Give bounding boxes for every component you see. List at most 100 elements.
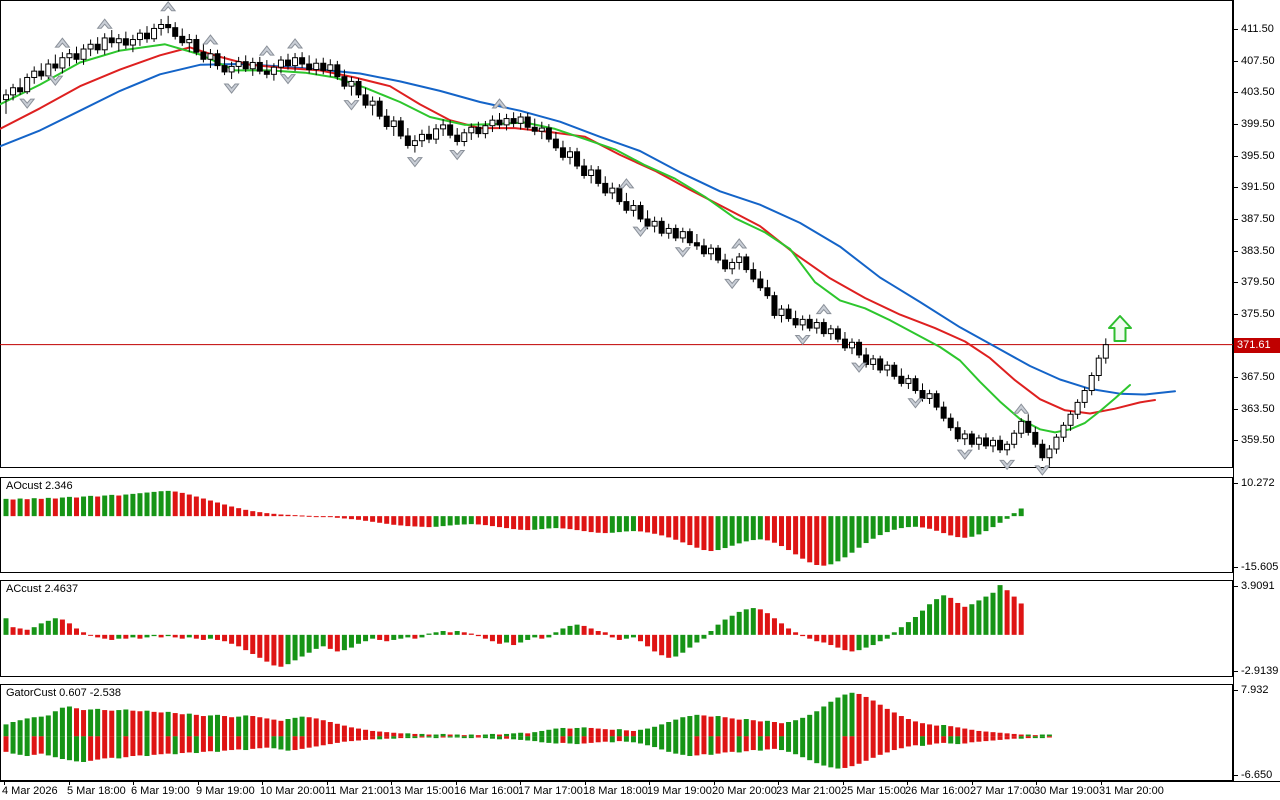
price-tick-label: 395.50 [1241, 150, 1275, 162]
ao-histogram [3, 490, 1024, 566]
axis-tick [1234, 61, 1238, 62]
ao-scale-max-label: 10.272 [1241, 477, 1275, 489]
chart-canvas[interactable] [0, 0, 1233, 781]
window-splitter[interactable] [0, 677, 1233, 684]
axis-tick [1234, 29, 1238, 30]
time-tick-label: 4 Mar 2026 [2, 785, 58, 797]
time-tick-label: 9 Mar 19:00 [196, 785, 255, 797]
fractal-down-icon [223, 83, 240, 94]
ac-scale-min-label: -2.9139 [1241, 665, 1279, 677]
axis-tick [1234, 586, 1238, 587]
time-tick-label: 17 Mar 17:00 [518, 785, 583, 797]
price-tick-label: 367.50 [1241, 371, 1275, 383]
fractal-up-icon [287, 38, 304, 49]
fractal-down-icon [279, 74, 297, 85]
fractal-up-icon [258, 45, 275, 56]
gator-histogram [3, 692, 1052, 769]
time-tick [714, 782, 715, 785]
axis-tick [1234, 187, 1238, 188]
gator-panel-border [0, 684, 1233, 781]
time-tick-label: 26 Mar 16:00 [905, 785, 970, 797]
fractal-down-icon [1034, 465, 1051, 476]
time-tick [585, 782, 586, 785]
time-tick [778, 782, 779, 785]
fractal-down-icon [956, 449, 973, 460]
price-tick-label: 407.50 [1241, 55, 1275, 67]
fractal-up-icon [96, 18, 113, 29]
axis-tick [1234, 124, 1238, 125]
time-tick-label: 18 Mar 18:00 [583, 785, 648, 797]
time-tick-label: 30 Mar 19:00 [1034, 785, 1099, 797]
price-tick-label: 363.50 [1241, 403, 1275, 415]
price-tick-label: 387.50 [1241, 213, 1275, 225]
price-tick-label: 359.50 [1241, 434, 1275, 446]
fractal-down-icon [449, 149, 466, 161]
time-tick-label: 25 Mar 15:00 [841, 785, 906, 797]
ac-scale-max-label: 3.9091 [1241, 580, 1275, 592]
time-tick-label: 31 Mar 20:00 [1099, 785, 1164, 797]
fractal-up-icon [1013, 403, 1030, 414]
axis-tick [1234, 377, 1238, 378]
main-panel-border [0, 0, 1233, 468]
time-tick [133, 782, 134, 785]
price-scale[interactable]: 371.61 411.50 407.50 403.50 399.50 395.50 391… [1233, 0, 1280, 781]
time-tick-label: 27 Mar 17:00 [970, 785, 1035, 797]
time-tick [649, 782, 650, 785]
time-tick [843, 782, 844, 785]
time-tick-label: 19 Mar 19:00 [647, 785, 712, 797]
fractal-down-icon [343, 100, 360, 111]
axis-tick [1234, 219, 1238, 220]
alligator-lips-line [0, 43, 1131, 434]
fractal-up-icon [202, 34, 219, 45]
time-tick-label: 10 Mar 20:00 [260, 785, 325, 797]
axis-tick [1234, 409, 1238, 410]
fractal-up-icon [731, 238, 748, 249]
current-price-badge: 371.61 [1234, 338, 1280, 353]
time-tick-label: 16 Mar 16:00 [454, 785, 519, 797]
fractal-down-icon [406, 157, 423, 168]
time-tick [972, 782, 973, 785]
time-tick [4, 782, 5, 785]
fractals-layer [19, 0, 1051, 476]
price-tick-label: 403.50 [1241, 86, 1275, 98]
price-tick-label: 391.50 [1241, 181, 1275, 193]
axis-tick [1234, 440, 1238, 441]
time-tick [69, 782, 70, 785]
time-tick [327, 782, 328, 785]
time-tick-label: 13 Mar 15:00 [389, 785, 454, 797]
time-scale[interactable]: 4 Mar 2026 5 Mar 18:00 6 Mar 19:00 9 Mar 19… [0, 781, 1280, 800]
window-splitter[interactable] [0, 573, 1233, 580]
indicator-label-ac: ACcust 2.4637 [6, 583, 79, 595]
axis-tick [1234, 567, 1238, 568]
fractal-down-icon [632, 226, 649, 237]
axis-tick [1234, 690, 1238, 691]
price-tick-label: 383.50 [1241, 245, 1275, 257]
time-tick-label: 6 Mar 19:00 [131, 785, 190, 797]
ac-panel-border [0, 580, 1233, 677]
fractal-down-icon [999, 459, 1016, 471]
fractal-up-icon [160, 0, 177, 12]
fractal-down-icon [674, 247, 691, 258]
ac-histogram [3, 585, 1024, 667]
axis-tick [1234, 314, 1238, 315]
time-tick-label: 5 Mar 18:00 [67, 785, 126, 797]
time-tick [1036, 782, 1037, 785]
time-tick-label: 11 Mar 21:00 [325, 785, 390, 797]
axis-tick [1234, 156, 1238, 157]
gator-scale-min-label: -6.650 [1241, 769, 1273, 781]
time-tick [391, 782, 392, 785]
time-tick-label: 20 Mar 20:00 [712, 785, 777, 797]
ao-scale-min-label: -15.605 [1241, 561, 1279, 573]
axis-tick [1234, 671, 1238, 672]
gator-scale-max-label: 7.932 [1241, 684, 1269, 696]
fractal-down-icon [851, 362, 868, 373]
fractal-up-icon [491, 98, 508, 109]
time-tick [1101, 782, 1102, 785]
indicator-label-ao: AOcust 2.346 [6, 480, 73, 492]
axis-tick [1234, 282, 1238, 283]
window-splitter[interactable] [0, 468, 1233, 475]
ao-panel-border [0, 477, 1233, 573]
axis-tick [1234, 775, 1238, 776]
axis-tick [1234, 251, 1238, 252]
